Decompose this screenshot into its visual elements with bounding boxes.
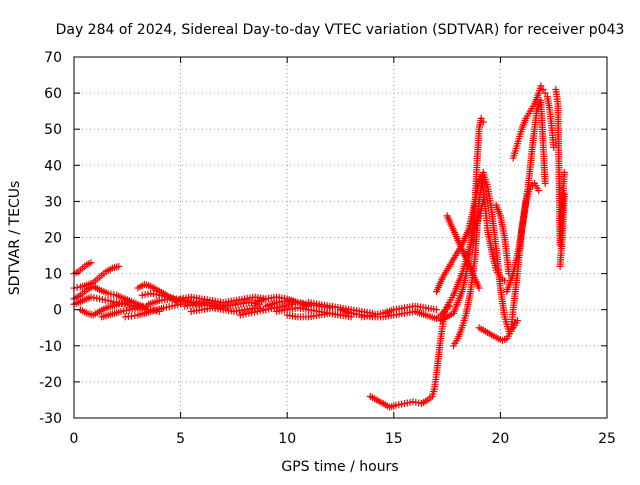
- y-tick-label: -20: [39, 375, 62, 391]
- y-tick-label: -30: [39, 411, 62, 427]
- y-tick-label: 50: [44, 122, 62, 138]
- data-point: [535, 187, 543, 195]
- data-point: [477, 114, 485, 122]
- y-tick-label: 60: [44, 86, 62, 102]
- x-tick-label: 10: [278, 431, 296, 447]
- data-point: [87, 259, 95, 267]
- data-point: [513, 317, 521, 325]
- x-tick-label: 15: [385, 431, 403, 447]
- x-tick-label: 0: [70, 431, 79, 447]
- data-point: [115, 262, 123, 270]
- x-tick-label: 20: [491, 431, 509, 447]
- data-point: [541, 179, 549, 187]
- y-tick-label: 20: [44, 231, 62, 247]
- data-point: [432, 306, 440, 314]
- data-point: [550, 143, 558, 151]
- axis-ticks: [73, 56, 608, 419]
- data-point: [123, 298, 131, 306]
- y-tick-label: 30: [44, 194, 62, 210]
- y-tick-label: 40: [44, 158, 62, 174]
- data-point: [560, 169, 568, 177]
- x-tick-label: 5: [176, 431, 185, 447]
- x-tick-label: 25: [598, 431, 616, 447]
- data-point: [560, 190, 568, 198]
- y-tick-label: 70: [44, 50, 62, 66]
- data-point: [501, 277, 509, 285]
- y-axis-label: SDTVAR / TECUs: [7, 181, 23, 296]
- x-axis-label: GPS time / hours: [281, 459, 398, 475]
- chart-title: Day 284 of 2024, Sidereal Day-to-day VTE…: [56, 22, 625, 38]
- data-point: [505, 270, 513, 278]
- y-tick-label: -10: [39, 339, 62, 355]
- axis-labels: -30 -20 -10 0 10 20 30 40 50 60 70 0 5 10 15 20 25: [39, 50, 616, 447]
- data-point: [537, 82, 545, 90]
- data-point: [539, 85, 547, 93]
- data-point: [475, 284, 483, 292]
- y-tick-label: 0: [53, 303, 62, 319]
- y-tick-label: 10: [44, 267, 62, 283]
- data-points: [70, 82, 568, 411]
- data-point: [541, 89, 549, 97]
- data-point: [479, 118, 487, 126]
